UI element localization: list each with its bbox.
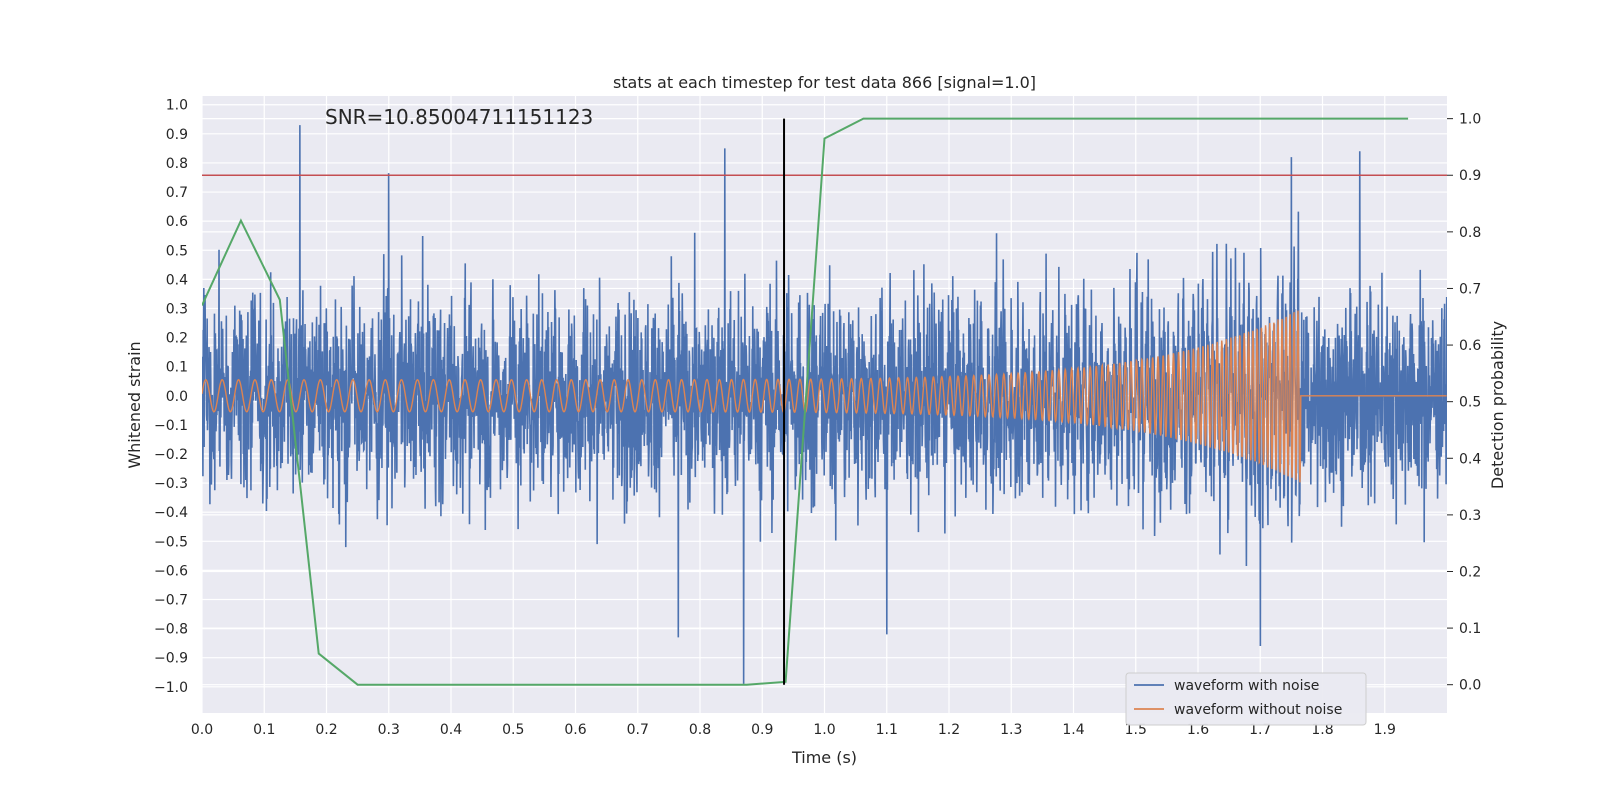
- y-tick-label-left: 0.8: [166, 156, 188, 172]
- y-tick-label-left: 0.4: [166, 272, 188, 288]
- y-tick-label-left: −0.5: [154, 534, 188, 550]
- ticks: 0.0 0.1 0.2 0.3 0.4 0.5 0.6 0.7 0.8 0.9 1.0 1.1 1.2 1…: [154, 98, 1481, 738]
- y-tick-label-left: −0.9: [154, 651, 188, 667]
- x-tick-label: 1.2: [938, 722, 960, 738]
- y-tick-label-right: 0.4: [1459, 451, 1481, 467]
- plot-area: [202, 117, 1447, 686]
- y-tick-label-left: −0.2: [154, 447, 188, 463]
- y-tick-label-right: 0.9: [1459, 168, 1481, 184]
- legend-label-noise: waveform with noise: [1174, 678, 1319, 694]
- x-tick-label: 0.9: [751, 722, 773, 738]
- x-tick-label: 1.3: [1000, 722, 1022, 738]
- x-tick-label: 0.4: [440, 722, 462, 738]
- x-tick-label: 1.6: [1187, 722, 1209, 738]
- y-tick-label-left: −1.0: [154, 680, 188, 696]
- y-tick-label-left: 0.0: [166, 389, 188, 405]
- series-line-waveform-without-noise: [202, 310, 1447, 483]
- y-tick-label-left: 0.1: [166, 360, 188, 376]
- y-tick-label-left: 0.7: [166, 185, 188, 201]
- legend-label-clean: waveform without noise: [1174, 702, 1342, 718]
- x-tick-label: 1.7: [1249, 722, 1271, 738]
- y-tick-label-right: 0.7: [1459, 281, 1481, 297]
- y-tick-label-right: 0.2: [1459, 564, 1481, 580]
- x-tick-label: 0.8: [689, 722, 711, 738]
- y-axis-label-left: Whitened strain: [125, 341, 144, 468]
- y-tick-label-left: −0.1: [154, 418, 188, 434]
- y-tick-label-left: −0.3: [154, 476, 188, 492]
- x-tick-label: 0.0: [191, 722, 213, 738]
- y-tick-label-right: 0.5: [1459, 395, 1481, 411]
- series-line-detection-probability: [202, 117, 1409, 686]
- y-tick-label-left: 0.6: [166, 214, 188, 230]
- x-tick-label: 0.3: [378, 722, 400, 738]
- legend-box: [1125, 672, 1367, 726]
- y-tick-label-left: 0.5: [166, 243, 188, 259]
- y-tick-label-left: 0.9: [166, 127, 188, 143]
- y-tick-label-left: 1.0: [166, 98, 188, 114]
- x-tick-label: 0.1: [253, 722, 275, 738]
- y-tick-label-right: 0.0: [1459, 678, 1481, 694]
- y-tick-label-left: 0.2: [166, 331, 188, 347]
- y-tick-label-left: −0.4: [154, 505, 188, 521]
- x-axis-label: Time (s): [791, 748, 857, 767]
- x-tick-label: 0.5: [502, 722, 524, 738]
- legend: waveform with noise waveform without noi…: [1125, 672, 1367, 726]
- y-tick-label-right: 0.8: [1459, 225, 1481, 241]
- series-group: [202, 117, 1447, 686]
- y-tick-label-right: 1.0: [1459, 112, 1481, 128]
- series-line-waveform-with-noise: [202, 125, 1447, 684]
- snr-annotation: SNR=10.85004711151123: [325, 105, 593, 129]
- x-tick-label: 0.6: [564, 722, 586, 738]
- y-tick-label-left: −0.6: [154, 563, 188, 579]
- x-tick-label: 1.4: [1062, 722, 1084, 738]
- y-tick-label-right: 0.3: [1459, 508, 1481, 524]
- x-tick-label: 1.9: [1374, 722, 1396, 738]
- x-tick-label: 1.8: [1311, 722, 1333, 738]
- x-tick-label: 1.5: [1125, 722, 1147, 738]
- y-tick-label-right: 0.6: [1459, 338, 1481, 354]
- x-tick-label: 0.7: [627, 722, 649, 738]
- y-tick-label-left: 0.3: [166, 301, 188, 317]
- chart-title: stats at each timestep for test data 866…: [613, 73, 1036, 92]
- y-tick-label-left: −0.8: [154, 622, 188, 638]
- x-tick-label: 1.0: [813, 722, 835, 738]
- y-axis-label-right: Detection probability: [1488, 321, 1507, 489]
- y-tick-label-right: 0.1: [1459, 621, 1481, 637]
- y-tick-label-left: −0.7: [154, 592, 188, 608]
- x-tick-label: 1.1: [876, 722, 898, 738]
- x-tick-label: 0.2: [315, 722, 337, 738]
